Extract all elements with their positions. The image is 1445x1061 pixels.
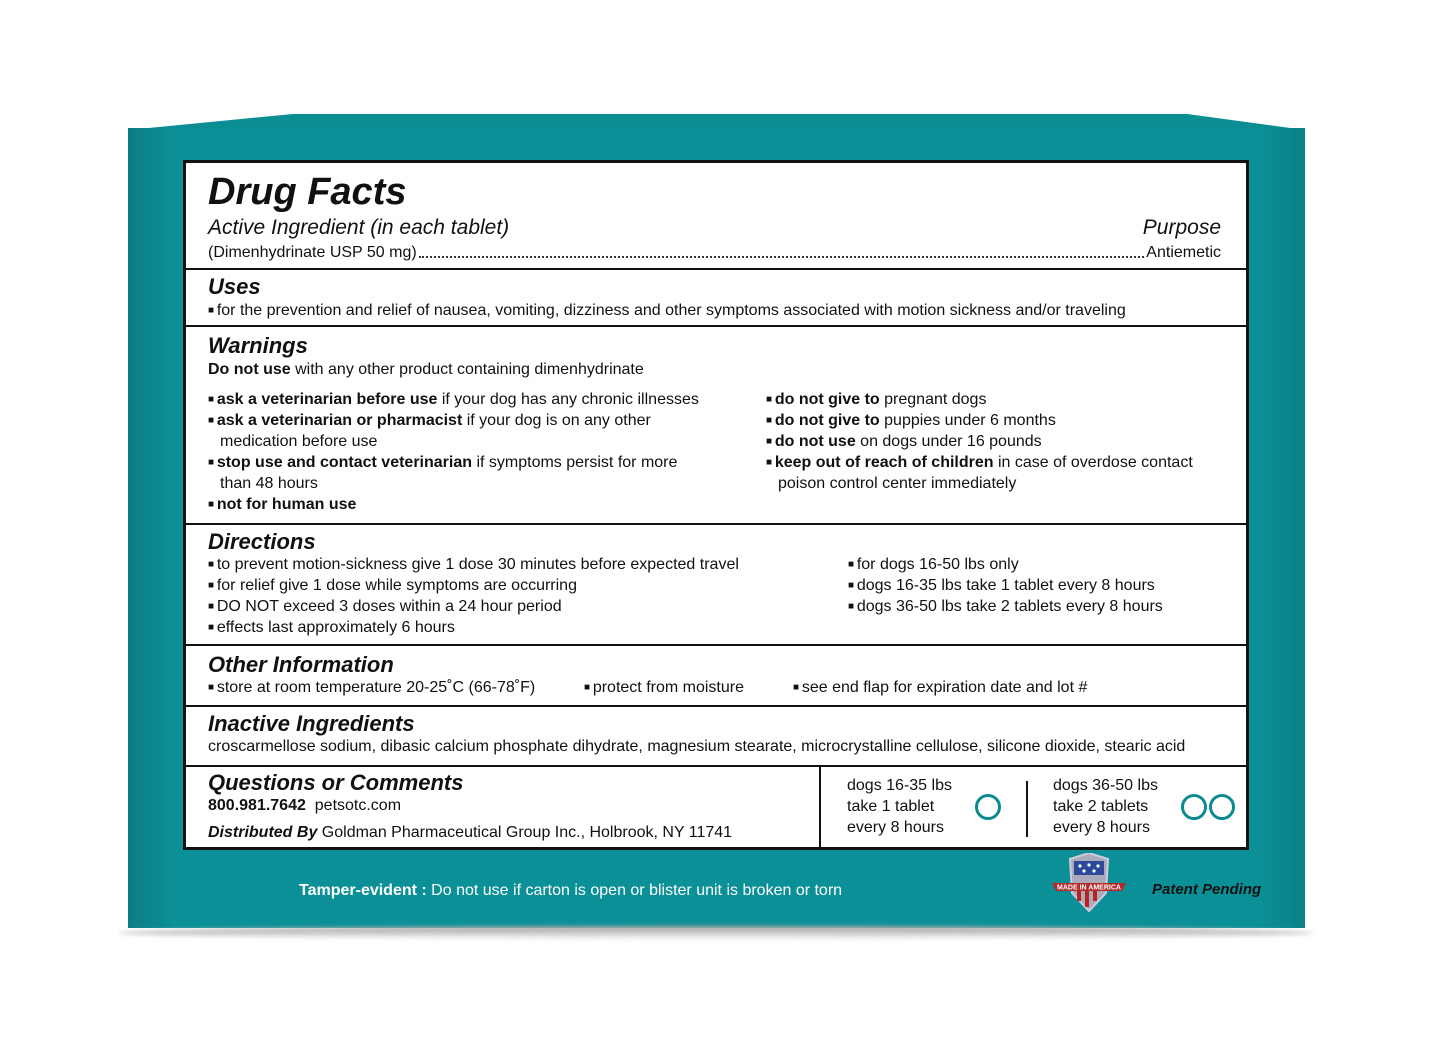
purpose-value: Antiemetic bbox=[1146, 244, 1221, 261]
tablet-checkbox[interactable] bbox=[1181, 794, 1207, 820]
item-bold: do not use bbox=[774, 433, 856, 450]
directions-section: Directions to prevent motion-sickness gi… bbox=[186, 523, 1246, 644]
patent-pending: Patent Pending bbox=[1152, 881, 1262, 898]
uses-section: Uses for the prevention and relief of na… bbox=[186, 268, 1246, 325]
do-not-use-text: with any other product containing dimenh… bbox=[290, 361, 644, 378]
tamper-notice: Tamper-evident : Do not use if carton is… bbox=[299, 882, 842, 900]
item-text: if your dog has any chronic illnesses bbox=[437, 391, 699, 408]
do-not-use-bold: Do not use bbox=[208, 361, 291, 378]
other-item: store at room temperature 20-25˚C (66-78… bbox=[208, 677, 535, 698]
divider bbox=[1026, 781, 1028, 837]
item-text: on dogs under 16 pounds bbox=[855, 433, 1042, 450]
dosing-line: take 1 tablet bbox=[847, 798, 935, 815]
carton-top bbox=[128, 114, 1305, 130]
list-item: keep out of reach of children in case of… bbox=[766, 452, 1193, 473]
list-item: DO NOT exceed 3 doses within a 24 hour p… bbox=[208, 596, 562, 617]
other-info-heading: Other Information bbox=[208, 652, 394, 677]
list-item: not for human use bbox=[208, 494, 357, 515]
dosing-line: dogs 36-50 lbs bbox=[1053, 777, 1158, 794]
tamper-text: Do not use if carton is open or blister … bbox=[426, 882, 843, 899]
item-text: puppies under 6 months bbox=[879, 412, 1056, 429]
questions-section: Questions or Comments 800.981.7642 petso… bbox=[186, 765, 1246, 850]
item-text: pregnant dogs bbox=[879, 391, 987, 408]
item-text: in case of overdose contact bbox=[993, 454, 1193, 471]
warnings-heading: Warnings bbox=[208, 333, 308, 358]
list-item: to prevent motion-sickness give 1 dose 3… bbox=[208, 554, 739, 575]
item-bold: not for human use bbox=[216, 496, 357, 513]
do-not-use: Do not use with any other product contai… bbox=[208, 359, 644, 380]
active-ingredient: (Dimenhydrinate USP 50 mg) Antiemetic bbox=[208, 242, 1221, 263]
website-link[interactable]: petsotc.com bbox=[314, 797, 402, 814]
list-item: do not use on dogs under 16 pounds bbox=[766, 431, 1042, 452]
active-heading: Active Ingredient (in each tablet) bbox=[208, 216, 510, 239]
list-item: stop use and contact veterinarian if sym… bbox=[208, 452, 678, 473]
list-item: dogs 16-35 lbs take 1 tablet every 8 hou… bbox=[848, 575, 1155, 596]
list-item: ask a veterinarian before use if your do… bbox=[208, 389, 699, 410]
item-continuation: than 48 hours bbox=[220, 475, 318, 492]
item-text: if your dog is on any other bbox=[462, 412, 651, 429]
phone-number[interactable]: 800.981.7642 bbox=[208, 797, 306, 814]
distributor-line: Distributed By Goldman Pharmaceutical Gr… bbox=[208, 822, 732, 843]
drug-facts-title: Drug Facts bbox=[208, 171, 407, 213]
tablet-checkbox[interactable] bbox=[975, 794, 1001, 820]
tablet-checkbox[interactable] bbox=[1209, 794, 1235, 820]
other-info-section: Other Information store at room temperat… bbox=[186, 644, 1246, 705]
uses-heading: Uses bbox=[208, 274, 261, 299]
carton-shadow bbox=[118, 926, 1313, 940]
list-item: do not give to pregnant dogs bbox=[766, 389, 987, 410]
item-text: if symptoms persist for more bbox=[472, 454, 678, 471]
item-continuation: medication before use bbox=[220, 433, 378, 450]
distributor-name: Goldman Pharmaceutical Group Inc., Holbr… bbox=[317, 824, 733, 841]
item-continuation: poison control center immediately bbox=[778, 475, 1017, 492]
dosing-line: every 8 hours bbox=[1053, 819, 1150, 836]
other-item: see end flap for expiration date and lot… bbox=[793, 677, 1088, 698]
drug-facts-panel: Drug Facts Active Ingredient (in each ta… bbox=[183, 160, 1249, 850]
dosing-line: dogs 16-35 lbs bbox=[847, 777, 952, 794]
distributed-by-label: Distributed By bbox=[208, 824, 318, 841]
list-item: for relief give 1 dose while symptoms ar… bbox=[208, 575, 577, 596]
other-item: protect from moisture bbox=[584, 677, 744, 698]
uses-item: for the prevention and relief of nausea,… bbox=[208, 300, 1126, 321]
item-bold: ask a veterinarian before use bbox=[216, 391, 438, 408]
item-bold: ask a veterinarian or pharmacist bbox=[216, 412, 463, 429]
item-bold: do not give to bbox=[774, 391, 880, 408]
contact-line: 800.981.7642 petsotc.com bbox=[208, 795, 401, 816]
list-item: ask a veterinarian or pharmacist if your… bbox=[208, 410, 651, 431]
inactive-heading: Inactive Ingredients bbox=[208, 711, 415, 736]
list-item: effects last approximately 6 hours bbox=[208, 617, 455, 638]
tamper-label: Tamper-evident : bbox=[299, 882, 427, 899]
list-item: dogs 36-50 lbs take 2 tablets every 8 ho… bbox=[848, 596, 1163, 617]
dosing-small: dogs 16-35 lbs take 1 tablet every 8 hours bbox=[847, 775, 952, 838]
purpose-heading: Purpose bbox=[1142, 216, 1221, 239]
list-item: do not give to puppies under 6 months bbox=[766, 410, 1056, 431]
item-bold: stop use and contact veterinarian bbox=[216, 454, 473, 471]
inactive-section: Inactive Ingredients croscarmellose sodi… bbox=[186, 705, 1246, 765]
directions-heading: Directions bbox=[208, 529, 316, 554]
questions-heading: Questions or Comments bbox=[208, 770, 464, 795]
list-item: for dogs 16-50 lbs only bbox=[848, 554, 1019, 575]
badge-text: MADE IN AMERICA bbox=[1057, 885, 1121, 892]
dosing-large: dogs 36-50 lbs take 2 tablets every 8 hour… bbox=[1053, 775, 1158, 838]
made-in-america-badge: MADE IN AMERICA bbox=[1050, 851, 1128, 913]
dosing-box: dogs 16-35 lbs take 1 tablet every 8 hours… bbox=[819, 767, 1249, 850]
warnings-section: Warnings Do not use with any other produ… bbox=[186, 325, 1246, 523]
item-bold: do not give to bbox=[774, 412, 880, 429]
dosing-line: every 8 hours bbox=[847, 819, 944, 836]
ingredient-name: (Dimenhydrinate USP 50 mg) bbox=[208, 244, 417, 261]
item-bold: keep out of reach of children bbox=[774, 454, 994, 471]
inactive-text: croscarmellose sodium, dibasic calcium p… bbox=[208, 738, 1186, 755]
dosing-line: take 2 tablets bbox=[1053, 798, 1149, 815]
dot-leader bbox=[418, 242, 1145, 258]
